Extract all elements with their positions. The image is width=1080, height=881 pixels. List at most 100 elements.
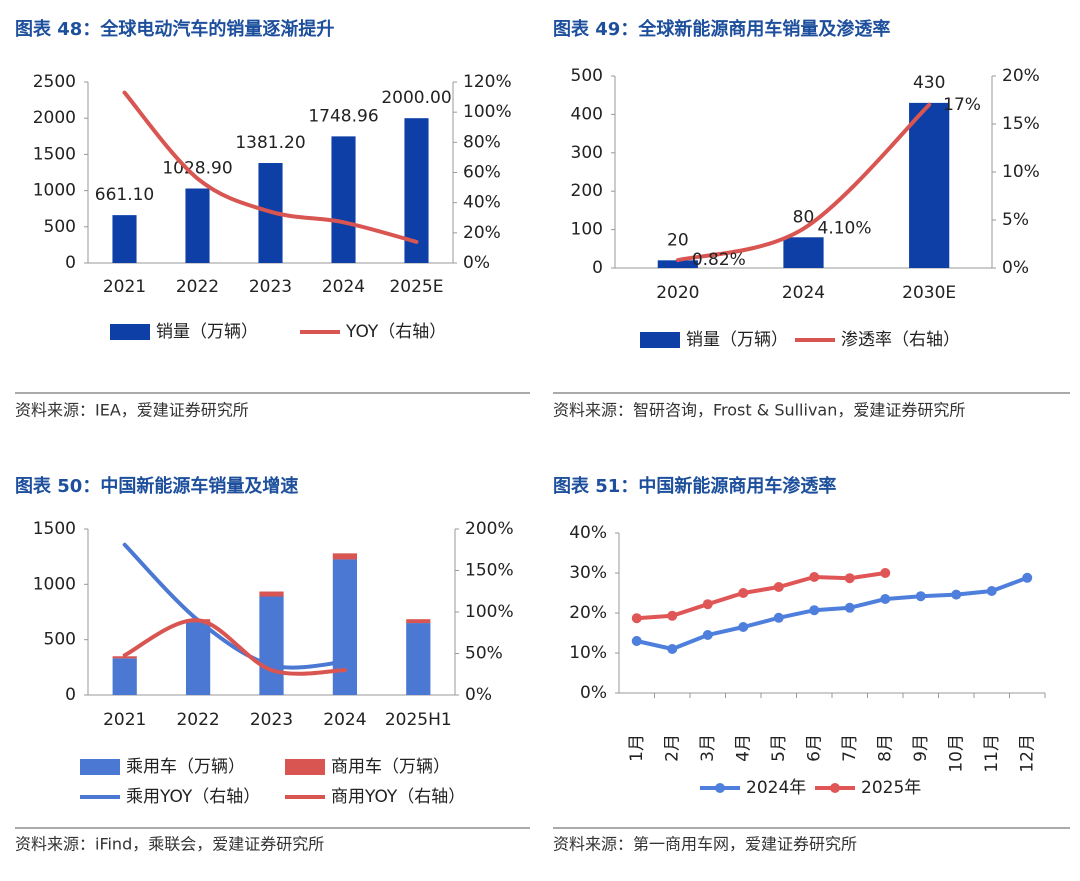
legend-label: 销量（万辆） [156,322,258,342]
x-tick-label: 3月 [698,734,718,762]
x-tick-label: 12月 [1017,734,1037,773]
data-label: 430 [913,73,945,93]
x-tick-label: 6月 [804,734,824,762]
legend-label: 商用车（万辆） [331,757,450,777]
data-label: 2000.00 [381,88,451,108]
bar [259,596,284,695]
bar [657,260,698,268]
data-label: 661.10 [95,185,154,205]
legend-label: 2024年 [746,778,806,798]
bar [406,623,431,695]
y2-tick-label: 60% [463,163,501,183]
y2-tick-label: 100% [465,602,514,622]
x-tick-label: 7月 [840,734,860,762]
legend-label: 乘用车（万辆） [126,757,245,777]
legend-label: YOY（右轴） [345,322,446,342]
y2-tick-label: 10% [1002,162,1040,182]
y-tick-label: 2000 [33,108,76,128]
x-tick-label: 2024 [323,710,366,730]
source-note: 资料来源：第一商用车网，爱建证券研究所 [553,835,857,854]
y2-tick-label: 40% [463,193,501,213]
x-tick-label: 2023 [250,710,293,730]
y-tick-label: 1000 [33,181,76,201]
bar [112,656,137,659]
y2-tick-label: 5% [1002,210,1029,230]
bar [185,188,210,263]
bar [332,559,358,695]
data-label: 17% [943,95,981,115]
data-label: 20 [667,230,689,250]
point [809,605,820,616]
legend-marker [715,783,725,793]
x-tick-label: 2025E [389,277,443,297]
chart-title: 图表 48：全球电动汽车的销量逐渐提升 [15,18,334,40]
chart-title: 图表 50：中国新能源车销量及增速 [15,475,298,497]
legend-label: 乘用YOY（右轴） [126,787,260,807]
x-tick-label: 2月 [662,734,682,762]
y2-tick-label: 0% [1002,258,1029,278]
data-label: 1381.20 [235,133,305,153]
x-tick-label: 4月 [733,734,753,762]
data-label: 1028.90 [162,159,232,179]
bar [783,237,824,268]
point [844,573,855,584]
x-tick-label: 2022 [176,710,219,730]
point [844,602,855,613]
y-tick-label: 0 [65,253,76,273]
bar [332,553,358,560]
line [634,575,1030,652]
y-tick-label: 40% [569,523,607,543]
y-tick-label: 500 [44,630,76,650]
bar [406,619,431,624]
chart-title: 图表 49：全球新能源商用车销量及渗透率 [553,18,890,40]
point [667,644,678,654]
y2-tick-label: 15% [1002,114,1040,134]
data-label: 1748.96 [308,106,378,126]
source-note: 资料来源：IEA，爱建证券研究所 [15,401,249,420]
point [738,588,749,598]
x-tick-label: 2024 [782,283,825,303]
x-tick-label: 2021 [103,277,146,297]
bar [259,591,284,597]
x-tick-label: 2025H1 [385,710,452,730]
x-tick-label: 10月 [946,734,966,773]
y-tick-label: 30% [569,563,607,583]
point [880,594,891,604]
y-tick-label: 1000 [33,574,76,594]
legend-swatch [80,759,120,775]
x-tick-label: 2022 [176,277,219,297]
bar [185,622,211,695]
y2-tick-label: 150% [465,561,514,581]
point [631,636,642,646]
bar [909,102,950,268]
y2-tick-label: 0% [463,253,490,273]
legend-label: 渗透率（右轴） [841,330,960,350]
data-label: 4.10% [818,219,872,239]
legend-label: 销量（万辆） [686,330,788,350]
line [675,102,932,263]
line [122,542,347,670]
line [634,571,888,621]
y2-tick-label: 50% [465,644,503,664]
bar [112,658,137,695]
y-tick-label: 500 [571,66,603,86]
y-tick-label: 0 [592,258,603,278]
line [122,618,347,676]
y2-tick-label: 0% [465,685,492,705]
x-tick-label: 2030E [902,283,956,303]
x-tick-label: 2024 [322,277,365,297]
y2-tick-label: 200% [465,519,514,539]
y2-tick-label: 20% [1002,66,1040,86]
y-tick-label: 2500 [33,72,76,92]
point [773,612,784,623]
y-tick-label: 1500 [33,519,76,539]
y-tick-label: 10% [569,643,607,663]
x-tick-label: 2020 [656,283,699,303]
point [880,568,891,578]
chart-title: 图表 51：中国新能源商用车渗透率 [553,475,836,497]
legend-label: 2025年 [861,778,921,798]
data-label: 0.82% [692,250,746,270]
source-note: 资料来源：iFind，乘联会，爱建证券研究所 [15,835,324,854]
y-tick-label: 0% [580,683,607,703]
